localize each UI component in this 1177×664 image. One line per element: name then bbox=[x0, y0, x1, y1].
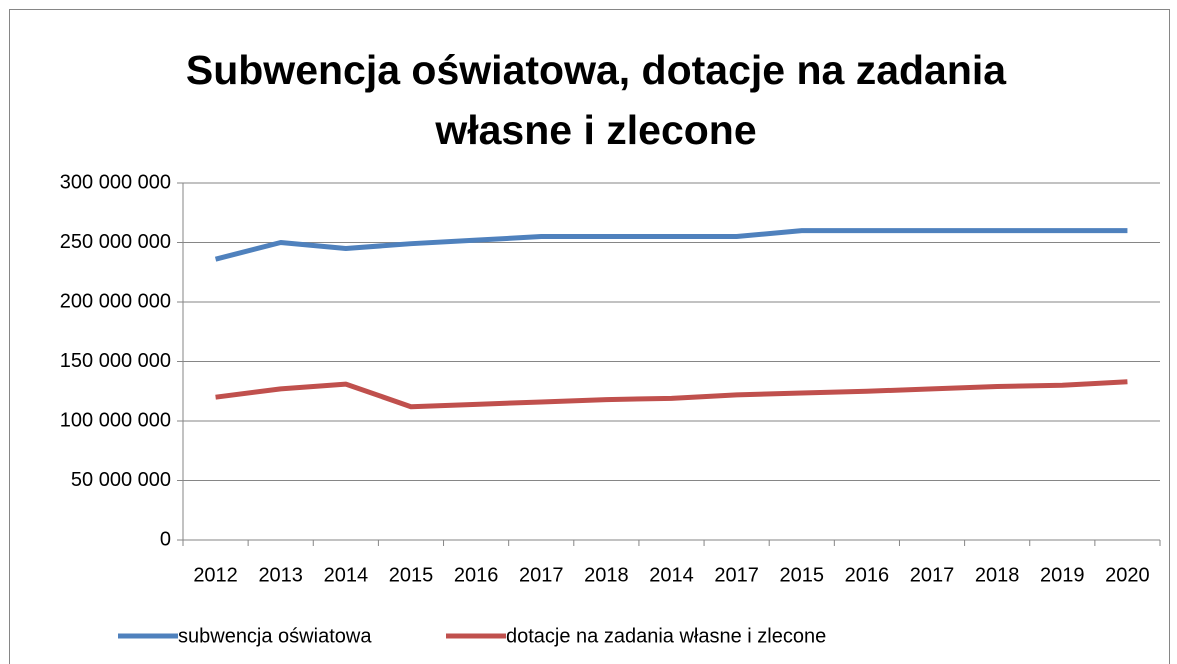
x-tick-label: 2015 bbox=[389, 564, 434, 586]
chart-title: Subwencja oświatowa, dotacje na zadania … bbox=[185, 47, 1007, 153]
y-tick-label: 50 000 000 bbox=[71, 469, 171, 491]
y-tick-label: 0 bbox=[160, 528, 171, 550]
legend-label: subwencja oświatowa bbox=[178, 625, 372, 647]
y-tick-label: 150 000 000 bbox=[60, 350, 171, 372]
x-tick-label: 2019 bbox=[1040, 564, 1085, 586]
x-tick-label: 2016 bbox=[845, 564, 890, 586]
x-tick-label: 2016 bbox=[454, 564, 499, 586]
data-line bbox=[215, 379, 1128, 410]
y-tick-label: 100 000 000 bbox=[60, 409, 171, 431]
y-tick-label: 300 000 000 bbox=[60, 171, 171, 193]
x-tick-label: 2017 bbox=[714, 564, 759, 586]
x-tick-label: 2012 bbox=[193, 564, 238, 586]
x-tick-label: 2014 bbox=[649, 564, 694, 586]
y-tick-label: 200 000 000 bbox=[60, 290, 171, 312]
x-tick-label: 2017 bbox=[910, 564, 955, 586]
x-tick-label: 2015 bbox=[780, 564, 825, 586]
chart-border bbox=[9, 9, 1170, 664]
x-tick-label: 2017 bbox=[519, 564, 564, 586]
x-tick-label: 2013 bbox=[258, 564, 303, 586]
x-tick-label: 2020 bbox=[1105, 564, 1150, 586]
data-line bbox=[214, 228, 1128, 262]
y-tick-label: 250 000 000 bbox=[60, 231, 171, 253]
x-tick-label: 2014 bbox=[324, 564, 369, 586]
legend-label: dotacje na zadania własne i zlecone bbox=[506, 625, 826, 647]
x-tick-label: 2018 bbox=[584, 564, 629, 586]
x-tick-label: 2018 bbox=[975, 564, 1020, 586]
